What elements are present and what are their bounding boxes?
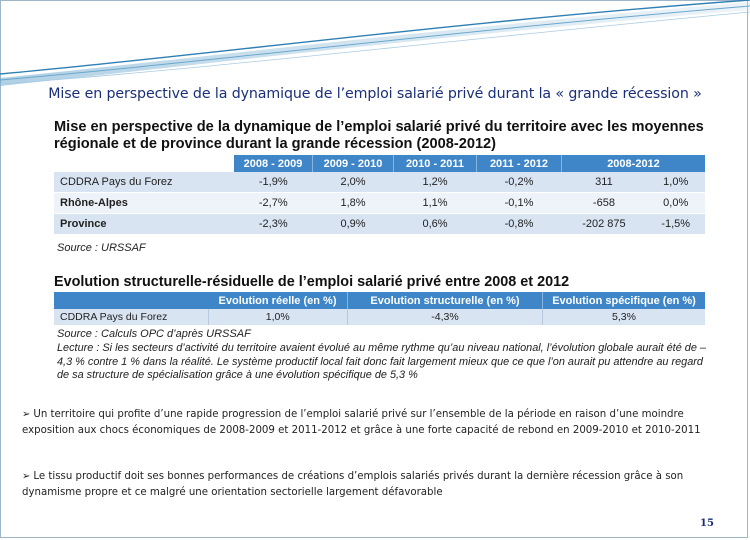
reading-note: Lecture : Si les secteurs d’activité du … [57,342,706,382]
table-cell: 0,0% [646,192,705,214]
table1-header-2009-2010: 2009 - 2010 [312,155,394,172]
embedded-figure: Mise en perspective de la dynamique de l… [47,114,715,392]
slide-title: Mise en perspective de la dynamique de l… [48,86,702,102]
table-cell: 5,3% [542,309,705,325]
table-cell: -1,5% [646,213,705,235]
decorative-swoosh [0,0,750,86]
table-cell: -2,7% [234,192,313,214]
table-cell: 1,2% [393,172,477,193]
table2-header-structural: Evolution structurelle (en %) [347,292,543,309]
table-cell: 0,6% [393,213,477,235]
page-number: 15 [700,518,714,529]
table1-header-blank [54,155,234,172]
table-row: Province -2,3% 0,9% 0,6% -0,8% -202 875 … [54,213,705,235]
employment-dynamics-table: 2008 - 2009 2009 - 2010 2010 - 2011 2011… [54,155,705,235]
bullet-text: Le tissu productif doit ses bonnes perfo… [22,471,684,498]
table1-header-2008-2009: 2008 - 2009 [234,155,313,172]
bullet-item: ➢ Un territoire qui profite d’une rapide … [22,407,722,438]
table2-header-blank [54,292,208,309]
figure-title: Mise en perspective de la dynamique de l… [54,119,704,152]
table-cell: -658 [561,192,647,214]
table-cell: -2,3% [234,213,313,235]
bullet-item: ➢ Le tissu productif doit ses bonnes perf… [22,469,722,500]
table1-header-2008-2012: 2008-2012 [561,155,705,172]
table-cell: 0,9% [312,213,394,235]
row-label: Rhône-Alpes [54,192,234,214]
table1-source: Source : URSSAF [57,242,146,254]
table-cell: 1,0% [646,172,705,193]
table-row: CDDRA Pays du Forez -1,9% 2,0% 1,2% -0,2… [54,172,705,193]
table-cell: -4,3% [347,309,543,325]
table-cell: 2,0% [312,172,394,193]
arrow-bullet-icon: ➢ [22,409,31,420]
structural-residual-table: Evolution réelle (en %) Evolution struct… [54,292,705,325]
table-cell: -0,1% [476,192,562,214]
table-cell: 1,8% [312,192,394,214]
table-cell: -0,2% [476,172,562,193]
table2-header-specific: Evolution spécifique (en %) [542,292,705,309]
table-cell: 1,1% [393,192,477,214]
table-cell: -1,9% [234,172,313,193]
row-label: CDDRA Pays du Forez [54,309,209,325]
bullet-text: Un territoire qui profite d’une rapide p… [22,409,701,436]
row-label: Province [54,213,234,235]
table2-source: Source : Calculs OPC d’après URSSAF [57,328,251,340]
table-cell: -202 875 [561,213,647,235]
row-label: CDDRA Pays du Forez [54,172,234,193]
table-cell: -0,8% [476,213,562,235]
table-cell: 311 [561,172,647,193]
table1-header-2010-2011: 2010 - 2011 [393,155,477,172]
table-row: CDDRA Pays du Forez 1,0% -4,3% 5,3% [54,309,705,325]
table2-header-real: Evolution réelle (en %) [208,292,348,309]
section2-title: Evolution structurelle-résiduelle de l’e… [54,274,570,290]
table-cell: 1,0% [208,309,348,325]
table1-header-2011-2012: 2011 - 2012 [476,155,562,172]
table-row: Rhône-Alpes -2,7% 1,8% 1,1% -0,1% -658 0… [54,192,705,214]
arrow-bullet-icon: ➢ [22,471,31,482]
